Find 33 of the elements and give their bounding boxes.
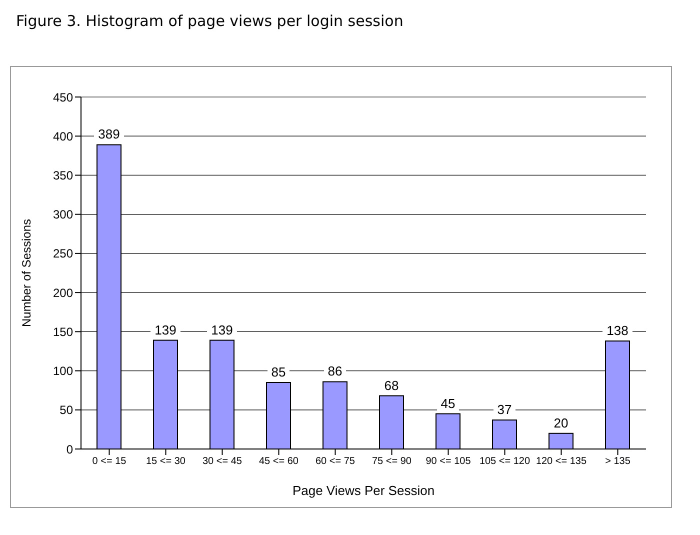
- x-tick-label: 45 <= 60: [259, 456, 299, 468]
- y-tick-label: 250: [52, 246, 74, 261]
- x-tick-label: 90 <= 105: [426, 456, 472, 468]
- y-tick-label: 100: [52, 364, 74, 378]
- y-tick-label: 400: [52, 129, 74, 144]
- x-tick-label: 60 <= 75: [316, 456, 356, 468]
- x-tick-label: > 135: [605, 456, 631, 468]
- x-tick-label: 0 <= 15: [92, 456, 127, 468]
- x-tick-label: 30 <= 45: [202, 456, 242, 468]
- y-tick-label: 150: [52, 324, 74, 339]
- x-tick-label: 15 <= 30: [146, 456, 186, 468]
- data-label: 139: [211, 322, 233, 338]
- x-tick-label: 75 <= 90: [372, 456, 412, 468]
- chart-title: Figure 3. Histogram of page views per login session: [15, 11, 404, 32]
- y-tick-label: 450: [52, 90, 74, 104]
- y-tick-label: 50: [60, 403, 74, 418]
- data-label: 138: [606, 323, 628, 338]
- data-label: 45: [440, 396, 456, 411]
- data-label: 37: [497, 402, 512, 418]
- x-axis-title: Page Views Per Session: [292, 483, 435, 498]
- data-label: 389: [98, 126, 120, 142]
- y-tick-label: 300: [52, 208, 74, 222]
- y-tick-label: 0: [66, 442, 74, 456]
- y-tick-label: 350: [52, 168, 74, 182]
- data-label: 20: [554, 415, 568, 430]
- data-label: 85: [271, 364, 286, 380]
- y-tick-label: 200: [52, 286, 74, 300]
- x-tick-label: 120 <= 135: [536, 456, 587, 468]
- data-label: 86: [328, 364, 342, 379]
- y-axis-title: Number of Sessions: [19, 218, 34, 328]
- data-label: 68: [384, 378, 399, 393]
- x-tick-label: 105 <= 120: [479, 456, 530, 468]
- data-label: 139: [154, 322, 176, 338]
